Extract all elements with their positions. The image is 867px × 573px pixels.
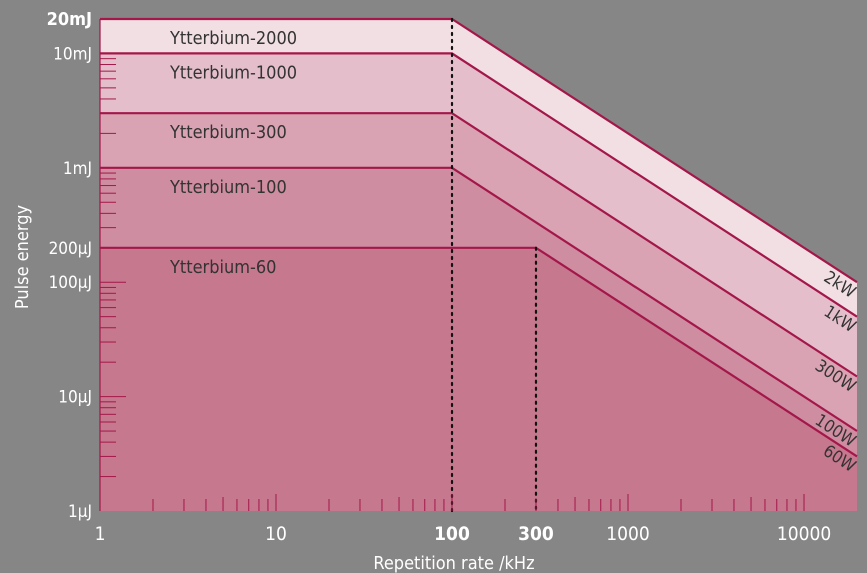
reference-lines-group <box>450 17 538 513</box>
y-axis-title: Pulse energy <box>12 205 33 310</box>
series-label-ytterbium-1000: Ytterbium-1000 <box>169 62 297 83</box>
series-label-ytterbium-60: Ytterbium-60 <box>169 257 276 278</box>
x-tick-label: 1 <box>95 523 106 545</box>
series-label-ytterbium-2000: Ytterbium-2000 <box>169 28 297 49</box>
bands-group <box>100 19 857 512</box>
x-tick-label: 10000 <box>777 523 831 545</box>
y-tick-label: 1mJ <box>63 159 92 179</box>
minor-ticks-group <box>100 52 805 511</box>
y-tick-label: 200µJ <box>49 239 92 259</box>
x-tick-labels-group: 1 10 100 300 1000 10000 <box>95 523 832 545</box>
series-label-ytterbium-100: Ytterbium-100 <box>169 177 287 198</box>
band-ytterbium-60 <box>100 247 857 512</box>
y-tick-label: 10µJ <box>58 388 92 408</box>
x-tick-label: 100 <box>434 523 470 545</box>
y-tick-label: 10mJ <box>53 44 92 64</box>
y-tick-label: 100µJ <box>49 273 92 293</box>
x-tick-label: 300 <box>518 523 554 545</box>
series-label-ytterbium-300: Ytterbium-300 <box>169 122 287 143</box>
x-tick-label: 1000 <box>606 523 650 545</box>
y-tick-labels-group: 20mJ 10mJ 1mJ 200µJ 100µJ 10µJ 1µJ <box>47 9 92 522</box>
x-axis-title: Repetition rate /kHz <box>373 553 534 573</box>
x-tick-label: 10 <box>265 523 287 545</box>
y-tick-label: 20mJ <box>47 9 92 30</box>
boundary-ytterbium-300 <box>100 112 858 378</box>
y-tick-label: 1µJ <box>68 502 92 522</box>
